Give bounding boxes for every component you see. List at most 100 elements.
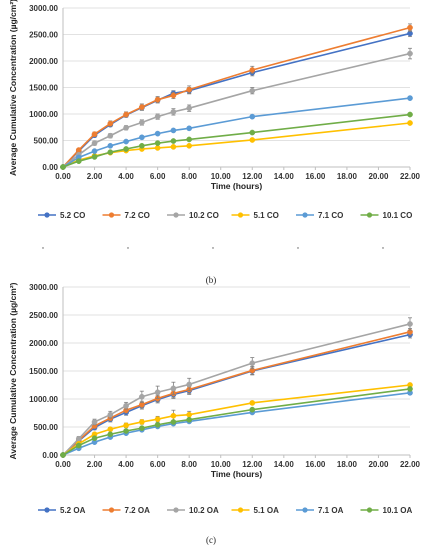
data-point bbox=[123, 124, 129, 131]
data-point bbox=[154, 96, 161, 103]
x-tick-label: 10.00 bbox=[211, 172, 232, 181]
data-point bbox=[75, 442, 82, 449]
data-point bbox=[60, 164, 66, 170]
legend-item: 7.1 CO bbox=[296, 211, 343, 220]
series-7-1-co bbox=[60, 95, 413, 170]
data-point bbox=[107, 120, 114, 127]
legend-item: 5.2 OA bbox=[38, 506, 86, 515]
data-point bbox=[139, 425, 145, 431]
legend-swatch-marker bbox=[173, 507, 179, 513]
x-tick-label: 8.00 bbox=[181, 172, 197, 181]
series-line bbox=[62, 333, 411, 456]
data-point bbox=[249, 360, 256, 367]
x-tick-label: 12.00 bbox=[242, 172, 263, 181]
legend-label: 5.2 OA bbox=[60, 506, 86, 515]
x-tick-label: 16.00 bbox=[305, 172, 326, 181]
x-tick-label: 4.00 bbox=[118, 460, 134, 469]
series-line bbox=[62, 392, 411, 456]
data-point bbox=[75, 147, 82, 153]
x-tick-label: 20.00 bbox=[368, 460, 389, 469]
legend-item: 10.2 CO bbox=[167, 211, 219, 220]
data-point bbox=[60, 452, 66, 458]
data-point bbox=[139, 104, 145, 110]
legend-swatch-marker bbox=[302, 212, 308, 218]
y-tick-label: 1000.00 bbox=[29, 395, 58, 404]
x-tick-label: 10.00 bbox=[211, 460, 232, 469]
x-tick-label: 22.00 bbox=[400, 172, 421, 181]
legend: 5.2 OA 7.2 OA 10.2 OA 5.1 OA 7.1 OA 10.1 OA bbox=[38, 506, 413, 515]
data-point bbox=[139, 393, 145, 400]
data-point bbox=[249, 400, 256, 406]
data-point bbox=[91, 435, 98, 442]
x-tick-label: 0.00 bbox=[55, 460, 71, 469]
y-tick-label: 1000.00 bbox=[29, 110, 58, 119]
series-5-1-oa bbox=[60, 382, 413, 458]
y-tick-label: 2500.00 bbox=[29, 311, 58, 320]
x-tick-label: 14.00 bbox=[274, 460, 295, 469]
data-point bbox=[123, 422, 129, 429]
data-point bbox=[170, 144, 177, 150]
data-point bbox=[107, 149, 114, 156]
series-7-2-oa bbox=[60, 328, 413, 458]
data-point bbox=[91, 419, 98, 425]
legend-dots-row bbox=[42, 247, 384, 249]
data-point bbox=[170, 385, 177, 392]
data-point bbox=[186, 136, 193, 143]
data-point bbox=[154, 389, 161, 396]
legend-swatch-marker bbox=[108, 212, 115, 218]
legend-swatch-marker bbox=[173, 212, 179, 218]
data-point bbox=[107, 132, 114, 139]
data-point bbox=[139, 401, 145, 408]
y-tick-label: 500.00 bbox=[34, 137, 59, 146]
legend-swatch-marker bbox=[237, 507, 244, 513]
data-point bbox=[170, 92, 177, 99]
x-tick-label: 4.00 bbox=[118, 172, 134, 181]
data-point bbox=[75, 158, 82, 165]
y-tick-label: 2000.00 bbox=[29, 339, 58, 348]
data-point bbox=[249, 87, 256, 94]
x-tick-label: 22.00 bbox=[400, 460, 421, 469]
legend-item: 7.1 OA bbox=[296, 506, 344, 515]
series-5-2-oa bbox=[60, 330, 413, 458]
data-point bbox=[407, 111, 413, 118]
data-point bbox=[186, 411, 193, 418]
data-point bbox=[139, 419, 145, 425]
data-point bbox=[170, 412, 177, 419]
legend-label: 10.2 CO bbox=[189, 211, 219, 220]
legend-item: 5.1 CO bbox=[231, 211, 279, 220]
y-axis-title: Average Cumulative Concentration (µg/cm²… bbox=[8, 282, 18, 459]
y-tick-label: 500.00 bbox=[34, 423, 59, 432]
series-10-1-oa bbox=[60, 386, 413, 458]
data-point bbox=[107, 431, 114, 438]
data-point bbox=[186, 105, 193, 112]
y-tick-label: 2500.00 bbox=[29, 31, 58, 40]
data-point bbox=[123, 138, 129, 145]
y-tick-label: 0.00 bbox=[42, 451, 58, 460]
data-point bbox=[107, 426, 114, 433]
legend-label: 7.1 OA bbox=[318, 506, 344, 515]
x-tick-label: 18.00 bbox=[337, 172, 358, 181]
data-point bbox=[154, 416, 161, 423]
data-point bbox=[154, 145, 161, 151]
legend-label: 5.2 CO bbox=[60, 211, 85, 220]
dot bbox=[297, 247, 299, 249]
data-point bbox=[91, 148, 98, 154]
data-point bbox=[123, 146, 129, 152]
data-point bbox=[123, 428, 129, 434]
legend-swatch-marker bbox=[108, 507, 115, 513]
data-point bbox=[249, 137, 256, 143]
x-tick-label: 20.00 bbox=[368, 172, 389, 181]
legend-label: 5.1 OA bbox=[254, 506, 280, 515]
data-point bbox=[186, 381, 193, 388]
series-line bbox=[62, 32, 411, 168]
x-axis-title: Time (hours) bbox=[211, 469, 262, 479]
series-7-2-co bbox=[60, 23, 413, 170]
legend-label: 7.1 CO bbox=[318, 211, 343, 220]
data-point bbox=[186, 125, 193, 132]
data-point bbox=[123, 111, 129, 118]
chart-panel-0: 0.00 500.00 1000.00 1500.00 2000.00 2500.00 30… bbox=[8, 0, 421, 285]
y-tick-label: 0.00 bbox=[42, 163, 58, 172]
dot bbox=[42, 247, 44, 249]
